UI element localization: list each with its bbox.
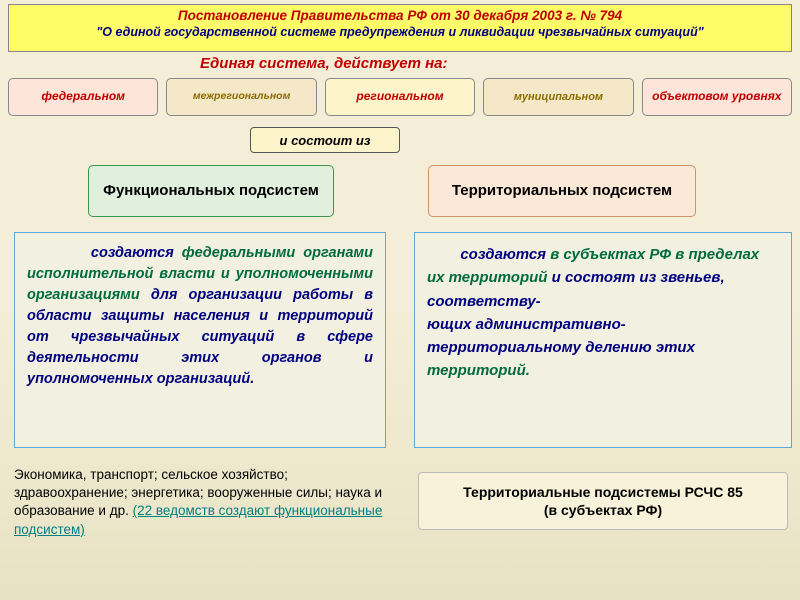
- level-municipal: муниципальном: [483, 78, 633, 116]
- level-object: объектовом уровнях: [642, 78, 792, 116]
- territorial-subsystems-box: Территориальных подсистем: [428, 165, 696, 217]
- functional-subsystems-box: Функциональных подсистем: [88, 165, 334, 217]
- footer-right-label: Территориальные подсистемы РСЧС 85 (в су…: [463, 483, 743, 519]
- functional-description: создаются федеральными органами исполнит…: [14, 232, 386, 448]
- level-federal: федеральном: [8, 78, 158, 116]
- header-title: "О единой государственной системе предуп…: [17, 25, 783, 39]
- system-acts-on-label: Единая система, действует на:: [200, 55, 447, 72]
- levels-row: федеральном межрегиональном региональном…: [8, 78, 792, 116]
- footer-right-box: Территориальные подсистемы РСЧС 85 (в су…: [418, 472, 788, 530]
- level-regional: региональном: [325, 78, 475, 116]
- territorial-description: создаются в субъектах РФ в пределах их т…: [414, 232, 792, 448]
- consists-of-box: и состоит из: [250, 127, 400, 153]
- header-box: Постановление Правительства РФ от 30 дек…: [8, 4, 792, 52]
- header-decree: Постановление Правительства РФ от 30 дек…: [17, 8, 783, 23]
- level-interregional: межрегиональном: [166, 78, 316, 116]
- footer-left: Экономика, транспорт; сельское хозяйство…: [14, 466, 394, 539]
